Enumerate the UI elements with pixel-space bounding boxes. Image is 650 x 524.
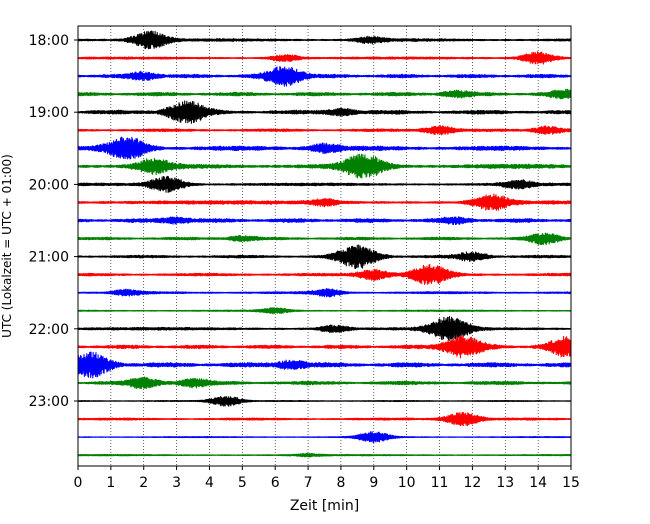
trace-1800: [78, 30, 571, 50]
trace-2345: [78, 452, 571, 458]
x-tick-label: 1: [106, 475, 115, 491]
trace-2030: [78, 216, 571, 226]
trace-2100: [78, 244, 571, 270]
trace-2315: [78, 411, 571, 427]
y-tick-label: 23:00: [29, 394, 69, 410]
trace-1845: [78, 88, 571, 100]
x-tick-label: 7: [304, 475, 313, 491]
x-tick-label: 5: [238, 475, 247, 491]
trace-2000: [78, 175, 571, 193]
grid-lines: [77, 26, 572, 466]
plot-frame: [77, 25, 572, 467]
trace-2300: [78, 395, 571, 407]
x-tick-label: 0: [74, 475, 83, 491]
x-tick-label: 6: [271, 475, 280, 491]
trace-1915: [78, 125, 571, 136]
trace-1900: [78, 100, 571, 124]
trace-2115: [78, 264, 571, 285]
trace-2015: [78, 193, 571, 211]
trace-2330: [78, 431, 571, 443]
trace-2145: [78, 307, 571, 315]
trace-1930: [78, 136, 571, 160]
trace-2130: [78, 288, 571, 298]
x-tick-label: 14: [529, 475, 547, 491]
y-tick-label: 20:00: [29, 177, 69, 193]
x-tick-label: 4: [205, 475, 214, 491]
y-tick-label: 21:00: [29, 250, 69, 266]
x-tick-label: 12: [463, 475, 481, 491]
y-tick-label: 19:00: [29, 105, 69, 121]
y-tick-label: 18:00: [29, 33, 69, 49]
trace-2215: [78, 335, 571, 359]
trace-1830: [78, 66, 571, 87]
trace-layer: [78, 30, 571, 458]
trace-1815: [78, 51, 571, 65]
trace-1945: [78, 153, 571, 179]
y-axis-label: UTC (Lokalzeit = UTC + 01:00): [0, 154, 14, 338]
x-tick-label: 2: [139, 475, 148, 491]
x-axis-ticks: 0 1 2 3 4 5 6 7 8 9 10 11 12 13 14 15: [74, 466, 580, 491]
x-axis-label: Zeit [min]: [290, 498, 359, 514]
x-tick-label: 10: [398, 475, 416, 491]
x-tick-label: 15: [562, 475, 580, 491]
trace-2200: [78, 316, 571, 342]
x-tick-label: 8: [336, 475, 345, 491]
x-tick-label: 11: [431, 475, 449, 491]
trace-2245: [78, 376, 571, 390]
y-tick-label: 22:00: [29, 322, 69, 338]
trace-2045: [78, 232, 571, 246]
trace-2230: [78, 351, 571, 379]
x-tick-label: 13: [496, 475, 514, 491]
y-axis-ticks: 18:00 19:00 20:00 21:00 22:00 23:00: [29, 33, 78, 410]
x-tick-label: 9: [369, 475, 378, 491]
x-tick-label: 3: [172, 475, 181, 491]
